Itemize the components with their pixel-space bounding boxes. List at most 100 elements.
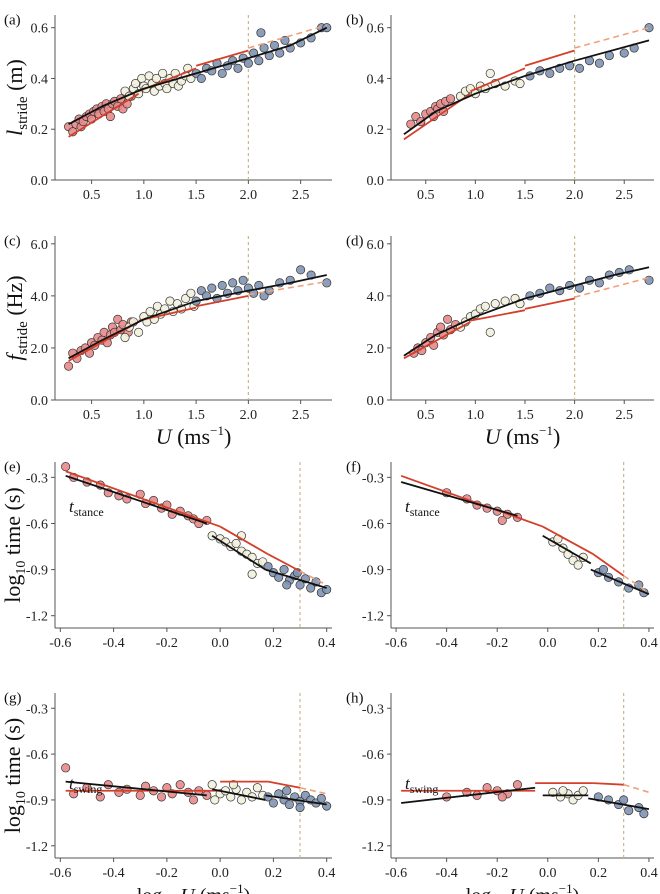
model-line [195, 49, 249, 67]
data-point-fast [545, 68, 555, 78]
y-tick-label: -1.2 [362, 840, 384, 855]
data-point-fast [217, 68, 227, 78]
x-tick-label: -0.6 [385, 866, 407, 881]
y-tick-label: 4.0 [367, 290, 385, 305]
x-tick-label: -0.6 [49, 636, 71, 651]
x-tick-label: -0.2 [486, 866, 508, 881]
x-tick-label: -0.6 [385, 636, 407, 651]
fit-line [588, 797, 650, 810]
y-tick-label: -0.9 [26, 794, 48, 809]
fit-line [68, 26, 328, 125]
data-point-mid [120, 332, 130, 343]
data-point-mid [151, 73, 161, 84]
y-tick-label: 0.6 [367, 22, 385, 37]
panel-label: (g) [4, 691, 22, 707]
data-point-mid [207, 780, 217, 790]
x-tick-label: 2.0 [240, 408, 258, 423]
y-tick-label: -0.9 [26, 564, 48, 579]
y-axis-title: log10 time (s) [0, 718, 29, 833]
y-tick-label: 0.0 [31, 174, 49, 189]
x-tick-label: 2.5 [615, 188, 633, 203]
data-point-mid [162, 84, 172, 94]
fit-line [542, 534, 592, 565]
panel-h: (h)-0.3-0.6-0.9-1.2-0.6 -0.4 -0.2 0.0 0.2 0.4… [346, 691, 658, 894]
data-point-slow [512, 780, 522, 790]
data-point-fast [639, 809, 649, 819]
x-axis-title: U (ms−1) [156, 423, 232, 449]
x-tick-label: -0.4 [103, 866, 125, 881]
model-extrapolation-line [248, 24, 327, 49]
data-point-slow [482, 783, 492, 793]
data-point-mid [252, 783, 262, 793]
data-point-fast [238, 275, 248, 285]
y-tick-label: -0.3 [362, 471, 384, 486]
panel-label: (d) [346, 234, 364, 250]
data-point-mid [134, 327, 144, 337]
panel-label: (e) [4, 460, 21, 476]
model-extrapolation-line [574, 276, 650, 298]
panel-g: (g)-0.3-0.6-0.9-1.2-0.6 -0.4 -0.2 0.0 0.2 0.4… [0, 691, 335, 894]
x-tick-label: 0.5 [417, 188, 435, 203]
y-tick-label: -0.6 [26, 748, 48, 763]
y-tick-label: 2.0 [31, 342, 49, 357]
x-tick-label: 2.5 [292, 408, 310, 423]
model-line [593, 782, 624, 786]
x-tick-label: -0.4 [436, 636, 458, 651]
y-tick-label: -1.2 [362, 610, 384, 625]
data-point-fast [619, 795, 629, 805]
x-tick-label: 1.5 [187, 188, 205, 203]
data-point-slow [122, 784, 132, 794]
data-point-slow [497, 792, 507, 802]
fit-line [68, 274, 327, 360]
data-point-mid [515, 78, 525, 89]
data-point-slow [64, 361, 74, 371]
series-annotation: tswing [69, 774, 102, 796]
x-tick-label: -0.2 [156, 636, 178, 651]
model-line [542, 525, 594, 556]
data-point-fast [279, 565, 289, 575]
data-point-fast [254, 56, 264, 66]
fit-line [265, 794, 327, 806]
x-tick-label: 2.0 [566, 188, 584, 203]
x-tick-label: -0.2 [156, 866, 178, 881]
data-point-fast [619, 48, 629, 58]
data-point-fast [259, 43, 269, 53]
y-tick-label: 0.0 [367, 174, 385, 189]
model-line [524, 49, 575, 67]
data-point-fast [598, 565, 608, 575]
x-tick-label: 2.5 [615, 408, 633, 423]
y-tick-label: -0.3 [26, 702, 48, 717]
data-point-slow [105, 111, 115, 122]
x-tick-label: 0.4 [318, 636, 336, 651]
x-axis-title: log10 U (ms−1) [137, 881, 251, 894]
series-annotation: tswing [405, 774, 438, 796]
data-point-fast [322, 278, 332, 288]
y-tick-label: 0.4 [31, 72, 49, 87]
x-tick-label: 0.0 [539, 866, 557, 881]
y-tick-label: 6.0 [31, 238, 49, 253]
x-tick-label: 0.0 [211, 636, 229, 651]
panel-a: (a) 0.0 0.2 0.4 0.6 0.5 1.0 1.5 2.0 2.5 lstride (m… [2, 13, 332, 203]
data-point-slow [183, 787, 193, 797]
x-tick-label: 1.5 [187, 408, 205, 423]
model-extrapolation-line [299, 570, 328, 586]
x-tick-label: 1.0 [467, 408, 485, 423]
model-extrapolation-line [248, 280, 327, 296]
series-annotation: tstance [405, 497, 440, 519]
model-extrapolation-line [574, 26, 650, 49]
x-tick-label: 0.2 [265, 636, 283, 651]
data-point-mid [558, 786, 568, 796]
fit-line [403, 266, 650, 357]
data-point-mid [490, 299, 500, 309]
data-point-mid [228, 780, 239, 790]
panel-b: (b) 0.0 0.2 0.4 0.6 0.5 1.0 1.5 2.0 2.5 [346, 13, 654, 203]
x-tick-label: 0.2 [265, 866, 283, 881]
fit-line [401, 786, 536, 804]
y-tick-label: -0.6 [26, 517, 48, 532]
data-point-fast [196, 73, 206, 84]
x-tick-label: 0.2 [590, 636, 608, 651]
data-point-fast [217, 280, 227, 291]
x-tick-label: 0.4 [640, 866, 658, 881]
x-tick-label: -0.6 [49, 866, 71, 881]
